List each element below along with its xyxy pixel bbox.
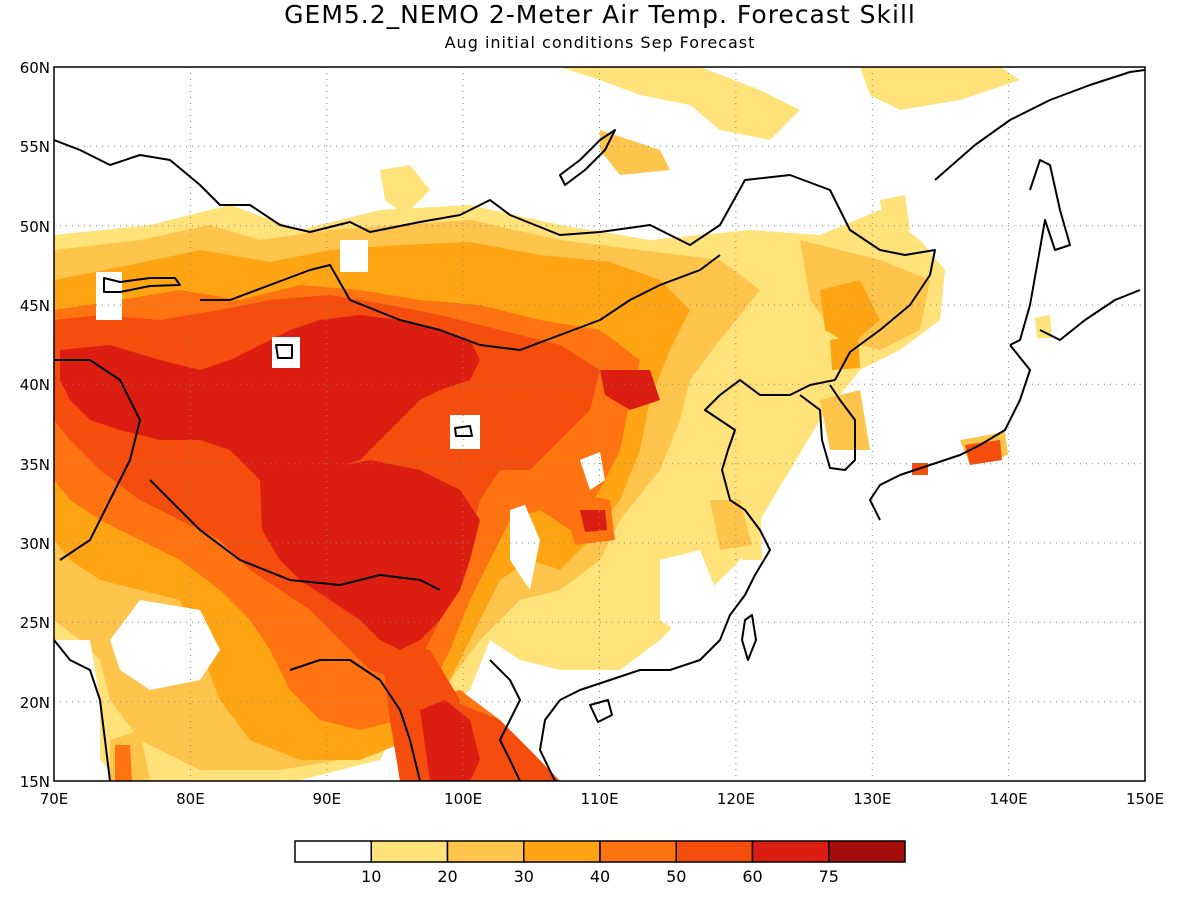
colorbar-box-0: [294, 840, 372, 863]
map-frame: [53, 66, 1146, 782]
lon-tick-label: 110E: [580, 790, 618, 808]
lon-tick-label: 150E: [1126, 790, 1164, 808]
lon-tick-label: 120E: [717, 790, 755, 808]
colorbar-box-1: [370, 840, 449, 863]
lat-tick-labels: 60N 55N 50N 45N 40N 35N 30N 25N 20N 15N: [20, 59, 50, 791]
lat-tick-label: 30N: [20, 535, 50, 553]
lon-tick-label: 90E: [313, 790, 342, 808]
colorbar-box-3: [523, 840, 601, 863]
skill-level-60: [60, 315, 660, 781]
lat-tick-label: 45N: [20, 297, 50, 315]
colorbar-label: 75: [819, 867, 839, 886]
colorbar: 10 20 30 40 50 60 75: [294, 840, 906, 886]
colorbar-label: 10: [361, 867, 381, 886]
lat-tick-label: 60N: [20, 59, 50, 77]
colorbar-label: 40: [590, 867, 610, 886]
colorbar-box-6: [751, 840, 830, 863]
lat-tick-label: 50N: [20, 218, 50, 236]
colorbar-box-4: [599, 840, 677, 863]
map-subtitle: Aug initial conditions Sep Forecast: [444, 33, 756, 52]
lat-tick-label: 35N: [20, 456, 50, 474]
colorbar-box-7: [828, 840, 906, 863]
lon-tick-label: 70E: [40, 790, 69, 808]
map-title: GEM5.2_NEMO 2-Meter Air Temp. Forecast S…: [284, 0, 916, 29]
colorbar-box-2: [446, 840, 525, 863]
gridlines: [54, 67, 1145, 781]
colorbar-box-5: [675, 840, 754, 863]
lat-tick-label: 15N: [20, 773, 50, 791]
colorbar-label: 50: [666, 867, 686, 886]
colorbar-label: 60: [742, 867, 762, 886]
lon-tick-label: 100E: [444, 790, 482, 808]
lon-tick-label: 140E: [990, 790, 1028, 808]
lat-tick-label: 20N: [20, 694, 50, 712]
lat-tick-label: 40N: [20, 376, 50, 394]
lon-tick-label: 130E: [853, 790, 891, 808]
colorbar-label: 20: [437, 867, 457, 886]
skill-shading: [54, 67, 1052, 781]
lon-tick-label: 80E: [176, 790, 205, 808]
lat-tick-label: 55N: [20, 138, 50, 156]
lat-tick-label: 25N: [20, 614, 50, 632]
colorbar-label: 30: [514, 867, 534, 886]
lon-tick-labels: 70E 80E 90E 100E 110E 120E 130E 140E 150…: [40, 790, 1164, 808]
coastlines: [54, 69, 1145, 781]
